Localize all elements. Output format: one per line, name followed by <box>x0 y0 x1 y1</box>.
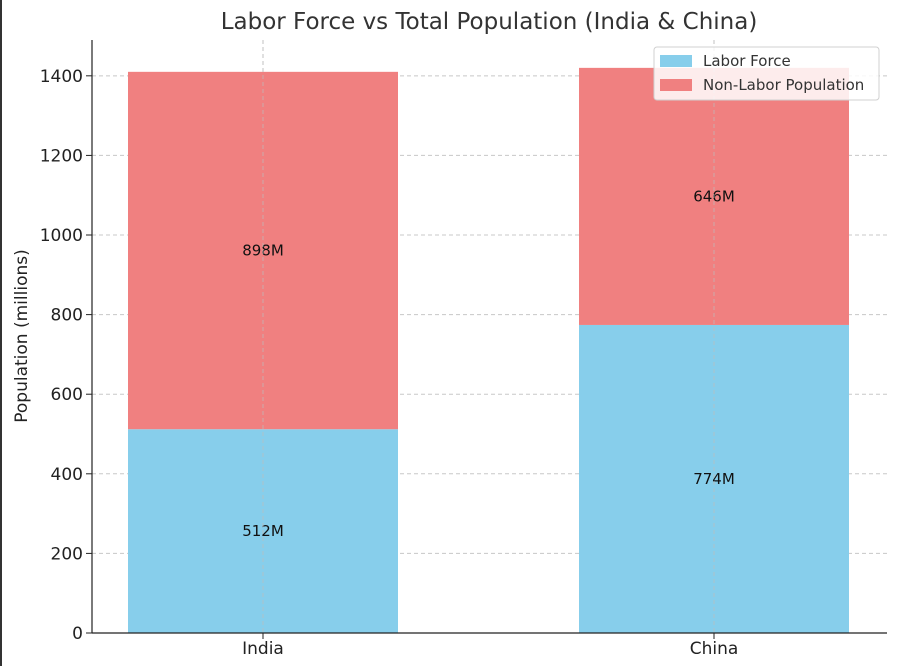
y-tick-label: 1200 <box>40 146 83 166</box>
bar-value-label: 774M <box>693 470 735 488</box>
y-tick-label: 1400 <box>40 67 83 87</box>
y-axis-label: Population (millions) <box>12 249 32 422</box>
legend-label: Labor Force <box>703 52 791 70</box>
legend-swatch <box>660 55 692 67</box>
y-tick-label: 1000 <box>40 226 83 246</box>
axes: 0 200 400 600 800 1000 1200 1400 India China <box>40 40 887 659</box>
x-tick-label: China <box>690 639 739 659</box>
legend: Labor Force Non-Labor Population <box>653 46 880 101</box>
y-tick-label: 0 <box>72 624 83 644</box>
chart-title: Labor Force vs Total Population (India &… <box>221 9 758 35</box>
y-tick-label: 600 <box>51 385 83 405</box>
y-tick-label: 800 <box>51 306 83 326</box>
y-tick-label: 200 <box>51 544 83 564</box>
legend-label: Non-Labor Population <box>703 76 864 94</box>
legend-swatch <box>660 79 692 91</box>
y-tick-label: 400 <box>51 465 83 485</box>
left-border <box>0 0 2 666</box>
x-tick-label: India <box>242 639 284 659</box>
legend-box <box>653 46 880 101</box>
